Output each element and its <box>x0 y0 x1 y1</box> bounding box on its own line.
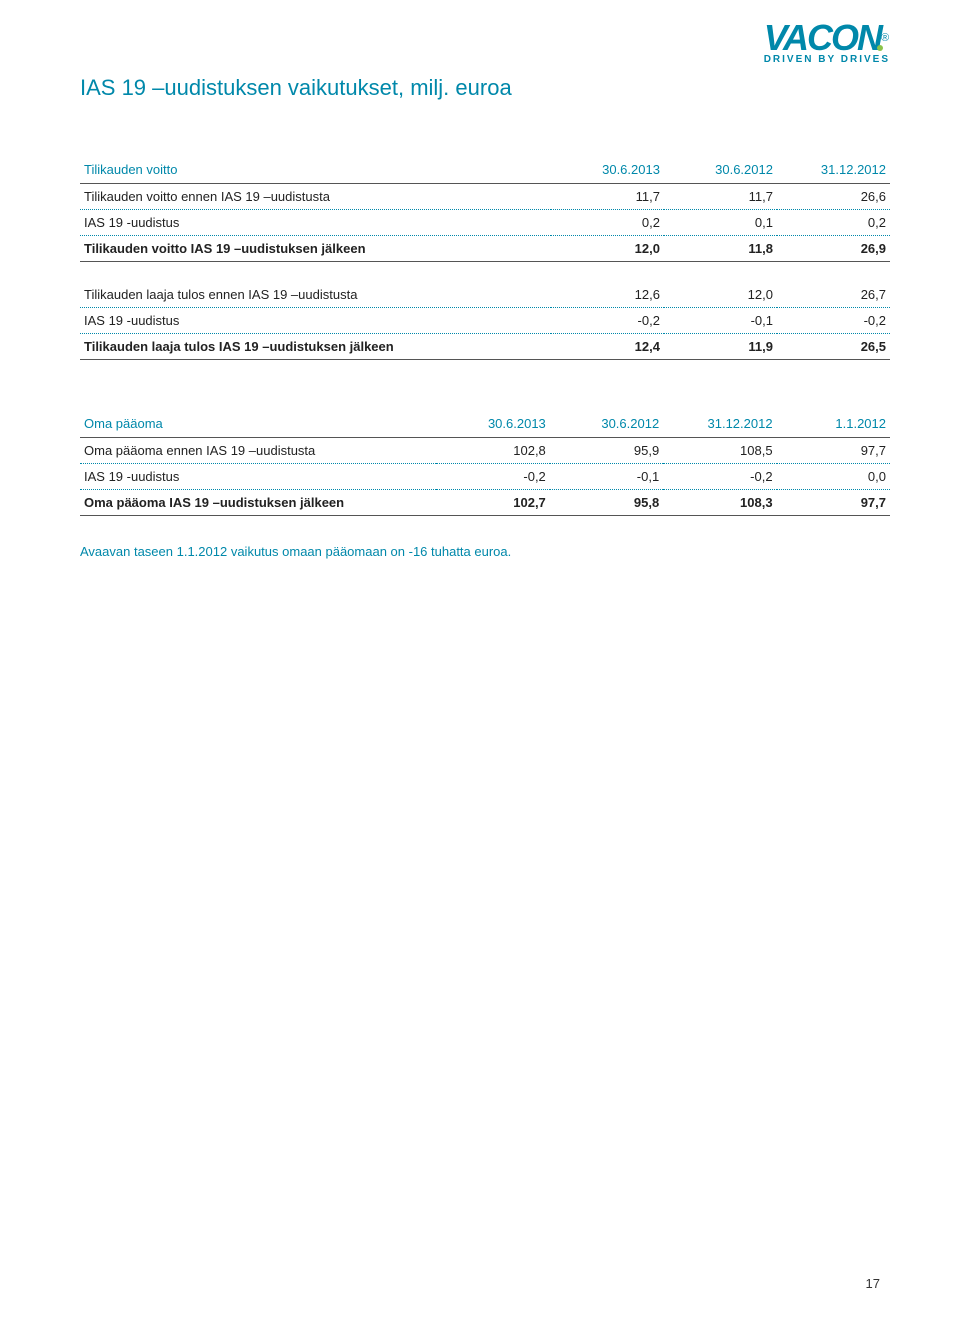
header-col: 1.1.2012 <box>777 410 890 438</box>
spacer-row <box>80 262 890 283</box>
table-header-row: Tilikauden voitto 30.6.2013 30.6.2012 31… <box>80 156 890 184</box>
cell: 26,9 <box>777 236 890 262</box>
footnote-text: Avaavan taseen 1.1.2012 vaikutus omaan p… <box>80 544 890 559</box>
cell: -0,2 <box>777 308 890 334</box>
table-row: Tilikauden laaja tulos IAS 19 –uudistuks… <box>80 334 890 360</box>
header-label: Oma pääoma <box>80 410 436 438</box>
logo-tagline: DRIVEN BY DRIVES <box>764 54 890 65</box>
cell: 0,0 <box>777 464 890 490</box>
logo-dot-icon <box>877 45 883 51</box>
cell: 95,8 <box>550 490 663 516</box>
table-row: Tilikauden laaja tulos ennen IAS 19 –uud… <box>80 282 890 308</box>
row-label: Tilikauden voitto IAS 19 –uudistuksen jä… <box>80 236 551 262</box>
logo-main: VACON ® <box>764 20 890 56</box>
table-row: Oma pääoma ennen IAS 19 –uudistusta 102,… <box>80 438 890 464</box>
table-row: Oma pääoma IAS 19 –uudistuksen jälkeen 1… <box>80 490 890 516</box>
cell: 108,3 <box>663 490 776 516</box>
row-label: Oma pääoma IAS 19 –uudistuksen jälkeen <box>80 490 436 516</box>
row-label: IAS 19 -uudistus <box>80 464 436 490</box>
cell: 11,9 <box>664 334 777 360</box>
table-oma-paaoma: Oma pääoma 30.6.2013 30.6.2012 31.12.201… <box>80 410 890 516</box>
row-label: IAS 19 -uudistus <box>80 308 551 334</box>
header-label: Tilikauden voitto <box>80 156 551 184</box>
cell: 11,7 <box>664 184 777 210</box>
table-header-row: Oma pääoma 30.6.2013 30.6.2012 31.12.201… <box>80 410 890 438</box>
table-row: IAS 19 -uudistus -0,2 -0,1 -0,2 <box>80 308 890 334</box>
cell: -0,1 <box>550 464 663 490</box>
cell: 12,0 <box>664 282 777 308</box>
cell: 102,8 <box>436 438 549 464</box>
header-col: 30.6.2013 <box>551 156 664 184</box>
table-row: Tilikauden voitto ennen IAS 19 –uudistus… <box>80 184 890 210</box>
cell: 0,1 <box>664 210 777 236</box>
cell: 11,8 <box>664 236 777 262</box>
table-tilikauden-voitto: Tilikauden voitto 30.6.2013 30.6.2012 31… <box>80 156 890 360</box>
page-title: IAS 19 –uudistuksen vaikutukset, milj. e… <box>80 75 890 101</box>
cell: 26,7 <box>777 282 890 308</box>
logo-block: VACON ® DRIVEN BY DRIVES <box>764 20 890 65</box>
row-label: Tilikauden voitto ennen IAS 19 –uudistus… <box>80 184 551 210</box>
table-row: IAS 19 -uudistus 0,2 0,1 0,2 <box>80 210 890 236</box>
table-row: Tilikauden voitto IAS 19 –uudistuksen jä… <box>80 236 890 262</box>
cell: 102,7 <box>436 490 549 516</box>
cell: 97,7 <box>777 438 890 464</box>
cell: 11,7 <box>551 184 664 210</box>
cell: 12,0 <box>551 236 664 262</box>
cell: 0,2 <box>777 210 890 236</box>
logo-text: VACON <box>764 20 881 56</box>
cell: 0,2 <box>551 210 664 236</box>
cell: 97,7 <box>777 490 890 516</box>
table-row: IAS 19 -uudistus -0,2 -0,1 -0,2 0,0 <box>80 464 890 490</box>
header-col: 30.6.2013 <box>436 410 549 438</box>
cell: -0,2 <box>551 308 664 334</box>
header-col: 30.6.2012 <box>664 156 777 184</box>
cell: 12,4 <box>551 334 664 360</box>
row-label: Oma pääoma ennen IAS 19 –uudistusta <box>80 438 436 464</box>
logo-registered: ® <box>881 32 889 44</box>
row-label: Tilikauden laaja tulos ennen IAS 19 –uud… <box>80 282 551 308</box>
row-label: IAS 19 -uudistus <box>80 210 551 236</box>
header-col: 31.12.2012 <box>777 156 890 184</box>
header-col: 30.6.2012 <box>550 410 663 438</box>
cell: 108,5 <box>663 438 776 464</box>
cell: 12,6 <box>551 282 664 308</box>
cell: -0,1 <box>664 308 777 334</box>
page-number: 17 <box>866 1276 880 1291</box>
cell: -0,2 <box>663 464 776 490</box>
cell: 95,9 <box>550 438 663 464</box>
header-col: 31.12.2012 <box>663 410 776 438</box>
cell: 26,5 <box>777 334 890 360</box>
cell: 26,6 <box>777 184 890 210</box>
row-label: Tilikauden laaja tulos IAS 19 –uudistuks… <box>80 334 551 360</box>
cell: -0,2 <box>436 464 549 490</box>
